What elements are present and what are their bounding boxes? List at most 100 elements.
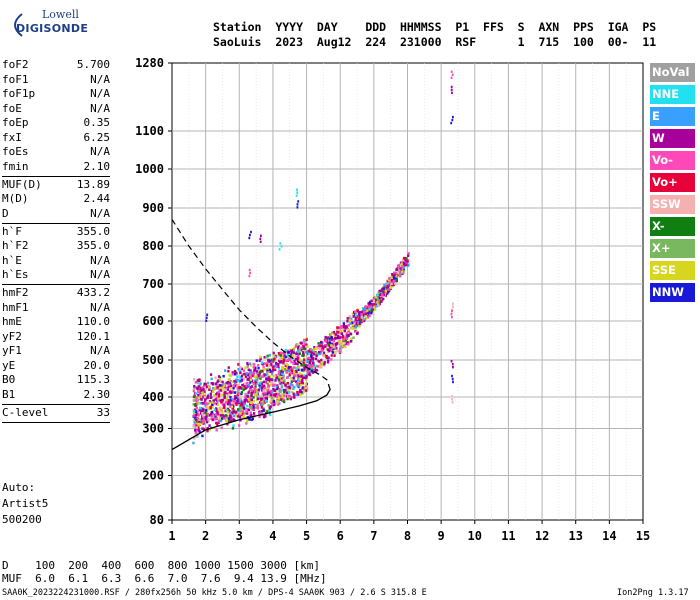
x-tick-label: 2 (202, 529, 209, 543)
echo-point (375, 296, 379, 299)
param-value: N/A (90, 101, 110, 115)
echo-point (263, 362, 266, 365)
echo-point (200, 410, 203, 413)
echo-point (231, 398, 234, 401)
echo-point (269, 370, 272, 374)
echo-point (297, 374, 300, 377)
echo-point (239, 371, 242, 374)
echo-point (264, 368, 267, 371)
echo-point-extra (452, 305, 454, 308)
muf-row: MUF 6.0 6.1 6.3 6.6 7.0 7.6 9.4 13.9 [MH… (2, 572, 327, 585)
echo-point (327, 359, 330, 363)
logo-arc-icon (14, 13, 23, 37)
echo-point (269, 363, 273, 366)
echo-point (194, 381, 197, 384)
echo-point (222, 406, 225, 409)
echo-point (229, 405, 232, 408)
echo-point (293, 396, 296, 399)
echo-point (261, 375, 264, 378)
param-name: M(D) (2, 192, 29, 205)
echo-point (311, 355, 314, 358)
y-tick-label: 80 (150, 513, 164, 527)
echo-point (224, 414, 228, 417)
echo-point (330, 342, 334, 346)
echo-point (247, 391, 250, 394)
echo-point (295, 352, 298, 356)
echo-point (391, 274, 394, 278)
echo-point (282, 395, 285, 399)
echo-point (243, 385, 246, 388)
echo-point (270, 397, 273, 400)
echo-point (260, 394, 263, 398)
echo-point (256, 407, 260, 410)
echo-point (303, 354, 306, 358)
polarization-legend: NoVal NNE E W Vo- Vo+ SSW X- X+ SSE NNW (650, 63, 695, 305)
echo-point (266, 354, 269, 358)
echo-point (296, 390, 299, 394)
echo-point (265, 373, 268, 376)
echo-point (379, 293, 382, 296)
echo-point (233, 379, 236, 383)
echo-point (303, 367, 306, 370)
echo-point (303, 374, 306, 377)
echo-point (237, 363, 240, 366)
echo-point (256, 397, 259, 401)
param-value: 0.35 (83, 116, 111, 129)
echo-point (237, 367, 240, 371)
param-name: h`Es (2, 268, 29, 281)
echo-point (197, 390, 200, 394)
echo-point (245, 381, 249, 385)
echo-point (345, 337, 349, 341)
echo-point (358, 324, 361, 328)
echo-point (275, 390, 278, 394)
echo-point (288, 391, 291, 394)
echo-point (288, 385, 291, 389)
echo-point (208, 417, 211, 421)
echo-point (246, 404, 249, 408)
echo-point (193, 384, 196, 388)
echo-point (210, 377, 213, 381)
echo-point (247, 378, 250, 381)
echo-point (374, 304, 378, 308)
echo-point (240, 402, 244, 405)
echo-point (252, 408, 255, 411)
echo-point (331, 351, 334, 354)
param-value: N/A (90, 344, 110, 357)
echo-point (302, 390, 305, 394)
echo-point (274, 356, 277, 359)
y-tick-label: 600 (142, 314, 164, 328)
echo-point (286, 381, 289, 385)
header-values-row: SaoLuis 2023 Aug12 224 231000 RSF 1 715 … (213, 35, 663, 49)
echo-point (228, 414, 232, 417)
echo-point (268, 413, 272, 417)
echo-point (262, 389, 266, 393)
echo-point (203, 395, 207, 399)
echo-point (272, 397, 275, 401)
echo-point (287, 356, 291, 360)
echo-point (278, 375, 281, 379)
echo-point (281, 393, 284, 396)
param-value: 6.25 (83, 130, 111, 144)
echo-point-extra (206, 313, 209, 316)
echo-point (198, 419, 201, 422)
echo-point (320, 349, 323, 352)
param-row: B1 2.30 (2, 388, 110, 403)
x-tick-label: 11 (501, 529, 515, 543)
echo-point (300, 383, 303, 387)
echo-point (272, 378, 275, 382)
echo-point (212, 390, 215, 393)
echo-point (330, 338, 334, 341)
echo-point (329, 334, 332, 338)
echo-point (212, 399, 215, 402)
row-value: 200 (55, 559, 89, 572)
echo-point (240, 378, 244, 382)
echo-point (198, 422, 202, 426)
x-tick-label: 8 (404, 529, 411, 543)
echo-point (239, 387, 242, 390)
echo-point (267, 358, 270, 362)
echo-point (264, 393, 268, 396)
echo-point (387, 290, 390, 294)
echo-point (350, 317, 353, 321)
echo-point (260, 401, 263, 405)
echo-point (221, 393, 224, 397)
